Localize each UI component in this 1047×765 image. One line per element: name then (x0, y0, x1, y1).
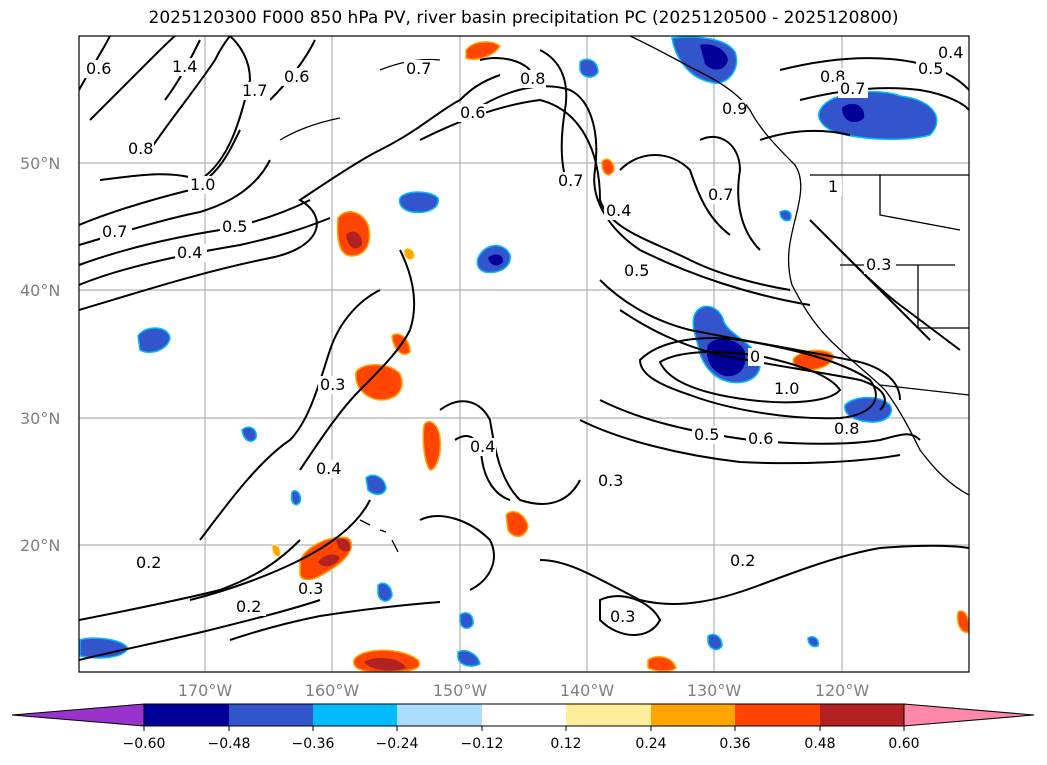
contour-label: 0.8 (520, 69, 545, 88)
lon-label-170w: 170°W (178, 681, 233, 700)
contour-label: 0.4 (938, 43, 963, 62)
lon-label-130w: 130°W (687, 681, 742, 700)
colorbar-tick-label: −0.24 (376, 736, 419, 752)
contour-label: 0.6 (86, 59, 111, 78)
colorbar-tick-label: 0.36 (719, 736, 750, 752)
contour-label: 0.3 (866, 255, 891, 274)
contour-label: 1.0 (774, 379, 799, 398)
colorbar-swatch (651, 704, 735, 726)
precip-pc-shading (79, 36, 969, 672)
contour-label: 0.9 (722, 99, 747, 118)
contour-label: 0.4 (606, 201, 631, 220)
lon-label-160w: 160°W (305, 681, 360, 700)
contour-label: 0.5 (624, 261, 649, 280)
contour-label: 0.3 (598, 471, 623, 490)
colorbar-swatch (313, 704, 397, 726)
contour-label: 0.7 (406, 59, 431, 78)
contour-label: 0.6 (284, 67, 309, 86)
contour-label: 0.4 (470, 437, 495, 456)
map-frame (78, 35, 970, 673)
contour-label: 0.4 (177, 243, 202, 262)
colorbar-max-extension (903, 703, 1035, 727)
colorbar-tick-label: −0.60 (123, 736, 166, 752)
coastlines (279, 36, 969, 553)
latitude-labels: 50°N 40°N 30°N 20°N (20, 154, 60, 555)
contour-label: 0.2 (236, 597, 261, 616)
lat-label-30n: 30°N (20, 409, 60, 428)
contour-label: 0.7 (840, 79, 865, 98)
lon-label-140w: 140°W (560, 681, 615, 700)
colorbar-tick-label: 0.24 (635, 736, 666, 752)
lat-label-20n: 20°N (20, 536, 60, 555)
colorbar-tick-label: −0.36 (292, 736, 335, 752)
colorbar-swatch (820, 704, 904, 726)
contour-label: 0.7 (708, 185, 733, 204)
contour-label: 0.5 (918, 59, 943, 78)
contour-label: 0.2 (730, 551, 755, 570)
lat-label-50n: 50°N (20, 154, 60, 173)
contour-label: 0.2 (136, 553, 161, 572)
colorbar-tick-label: 0.12 (550, 736, 581, 752)
colorbar-swatch (566, 704, 651, 726)
contour-label: 0.3 (298, 579, 323, 598)
lat-label-40n: 40°N (20, 281, 60, 300)
contour-label: 0.5 (694, 425, 719, 444)
map-title: 2025120300 F000 850 hPa PV, river basin … (148, 8, 899, 28)
colorbar-tick-label: −0.48 (208, 736, 251, 752)
colorbar-swatch (144, 704, 229, 726)
graticule (79, 36, 969, 672)
contour-label: 0.7 (102, 222, 127, 241)
colorbar-tick-label: 0.48 (804, 736, 835, 752)
contour-label: 0.6 (460, 103, 485, 122)
lon-label-150w: 150°W (433, 681, 488, 700)
colorbar-min-extension (11, 703, 145, 727)
contour-label: 1.4 (172, 57, 197, 76)
contour-label: 0.7 (558, 171, 583, 190)
contour-label: 1.0 (190, 175, 215, 194)
colorbar-swatch (482, 704, 566, 726)
colorbar-tick-label: −0.12 (461, 736, 504, 752)
contour-label: 0.8 (834, 419, 859, 438)
contour-label: 0.3 (320, 375, 345, 394)
contour-label: 0.6 (748, 429, 773, 448)
contour-label: 0 (750, 347, 760, 366)
colorbar-tick-label: 0.60 (888, 736, 919, 752)
contour-label-group: 0.6 1.4 1.7 0.6 0.8 1.0 0.7 0.5 0.4 0.7 … (85, 43, 966, 626)
colorbar-swatch (229, 704, 313, 726)
contour-label: 0.5 (222, 217, 247, 236)
colorbar: −0.60 −0.48 −0.36 −0.24 −0.12 0.12 0.24 … (11, 703, 1035, 752)
contour-label: 0.4 (316, 459, 341, 478)
contour-label: 0.8 (128, 139, 153, 158)
contour-label: 0.3 (610, 607, 635, 626)
colorbar-swatch (735, 704, 820, 726)
contour-label: 1 (828, 177, 838, 196)
colorbar-swatch (397, 704, 482, 726)
contour-label: 1.7 (242, 81, 267, 100)
longitude-labels: 170°W 160°W 150°W 140°W 130°W 120°W (178, 681, 870, 700)
lon-label-120w: 120°W (815, 681, 870, 700)
